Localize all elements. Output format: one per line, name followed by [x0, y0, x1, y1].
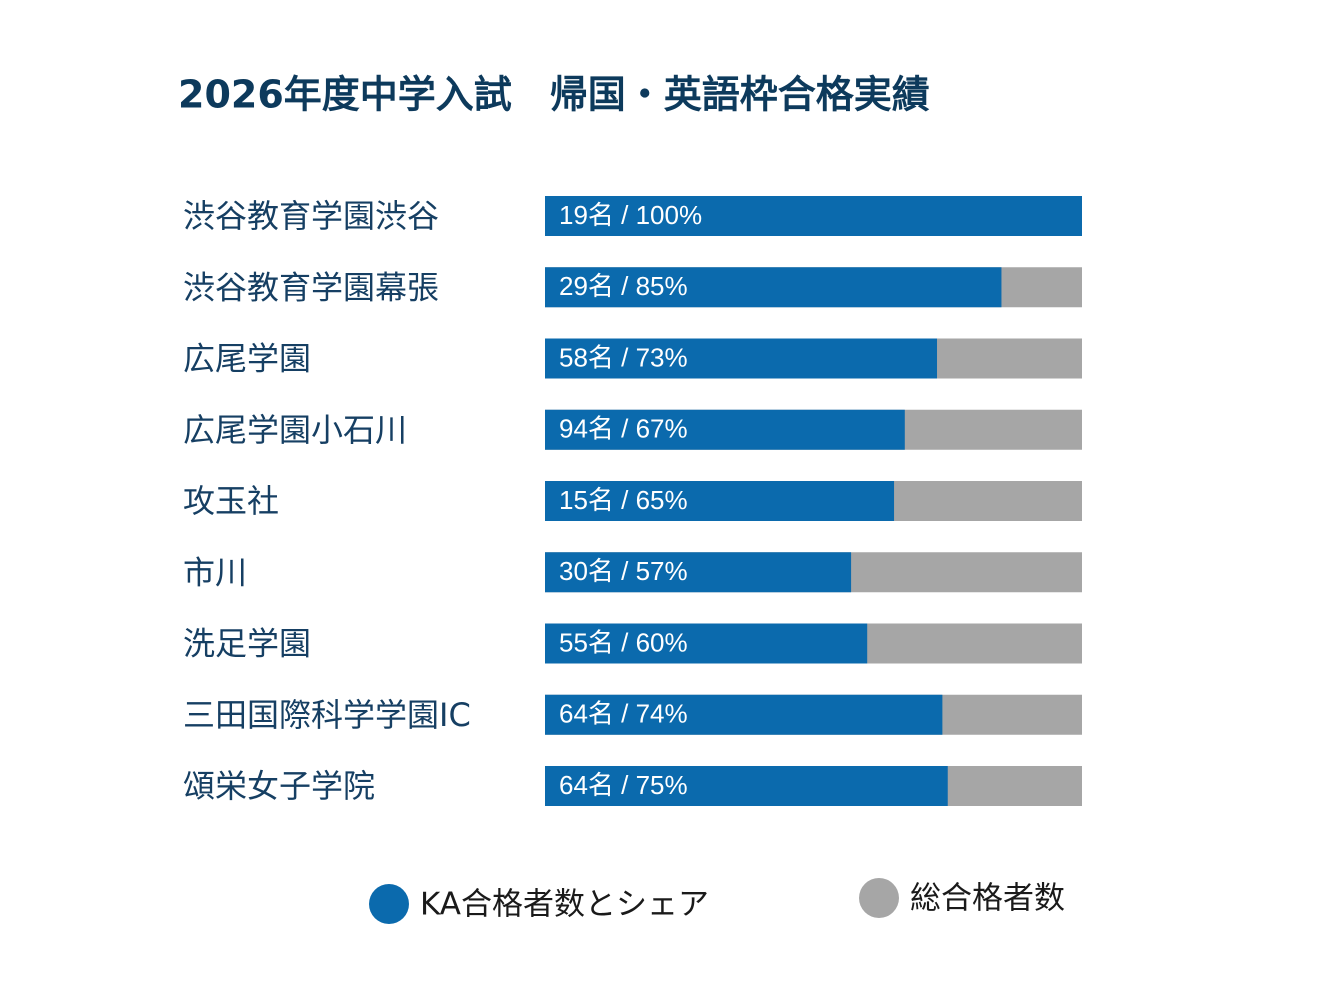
value-label: 29名 / 85%: [559, 271, 688, 301]
category-label: 広尾学園小石川: [183, 411, 407, 449]
bar: [545, 338, 938, 379]
bar: [545, 623, 868, 664]
category-label: 洗足学園: [183, 625, 311, 663]
category-label: 渋谷教育学園幕張: [183, 268, 439, 306]
chart-title: 2026年度中学入試 帰国・英語枠合格実績: [178, 73, 930, 117]
category-label: 頌栄女子学院: [183, 767, 375, 805]
bar: [545, 552, 852, 593]
value-label: 19名 / 100%: [559, 200, 702, 230]
value-label: 58名 / 73%: [559, 342, 688, 372]
category-label: 渋谷教育学園渋谷: [183, 197, 439, 235]
category-label: 市川: [183, 553, 247, 591]
value-label: 55名 / 60%: [559, 627, 688, 657]
bar: [545, 694, 943, 735]
value-label: 64名 / 75%: [559, 770, 688, 800]
category-label: 三田国際科学学園IC: [183, 696, 471, 734]
value-label: 30名 / 57%: [559, 556, 688, 586]
bar: [545, 196, 1082, 236]
value-label: 15名 / 65%: [559, 485, 688, 515]
legend-swatch: [859, 878, 899, 918]
bar: [545, 267, 1002, 308]
bar: [545, 409, 905, 450]
bar: [545, 766, 948, 806]
value-label: 64名 / 74%: [559, 699, 688, 729]
value-label: 94名 / 67%: [559, 414, 688, 444]
legend-label: KA合格者数とシェア: [420, 887, 709, 923]
legend-label: 総合格者数: [910, 881, 1065, 917]
legend-swatch: [369, 884, 409, 924]
category-label: 攻玉社: [183, 482, 279, 520]
bar: [545, 481, 895, 521]
category-label: 広尾学園: [183, 340, 311, 378]
